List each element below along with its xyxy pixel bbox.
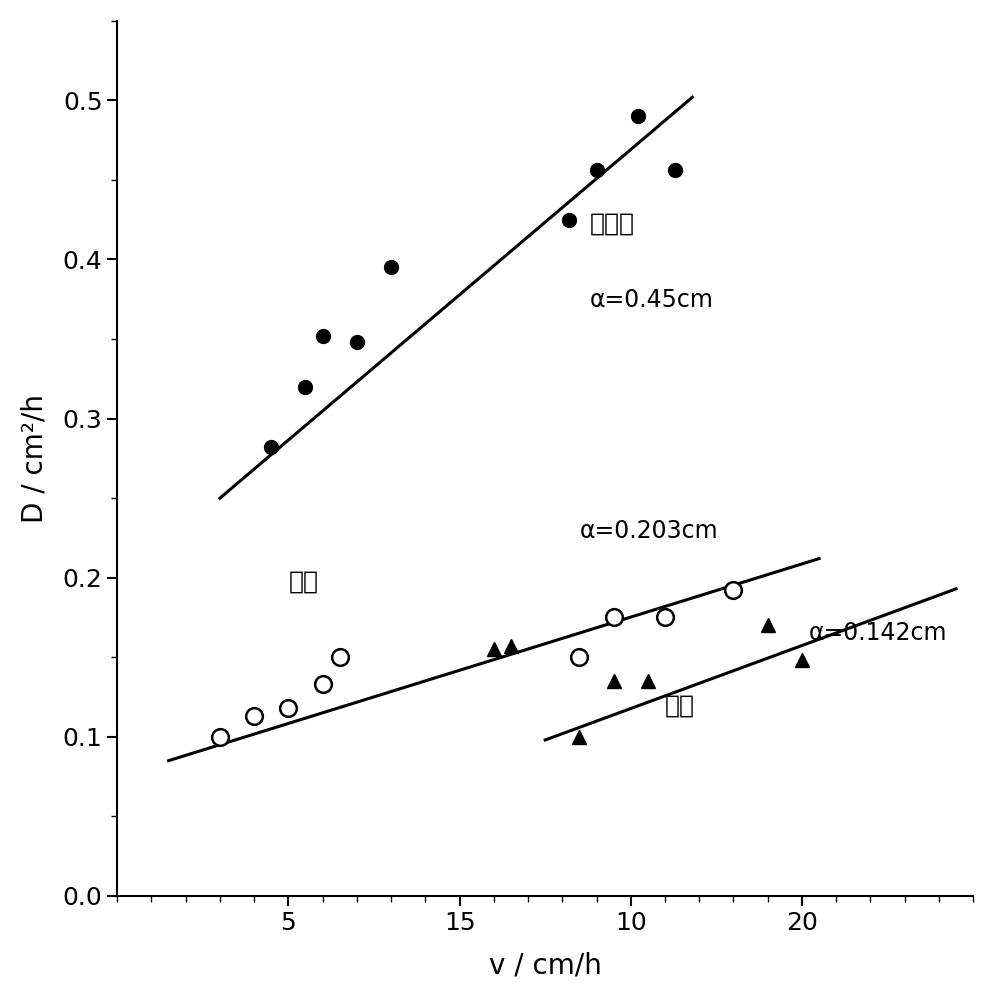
Text: 轻壤: 轻壤 xyxy=(288,570,318,594)
Text: α=0.45cm: α=0.45cm xyxy=(589,288,714,312)
Text: 粉沙壤: 粉沙壤 xyxy=(589,212,635,236)
Text: α=0.142cm: α=0.142cm xyxy=(809,621,947,645)
Text: α=0.203cm: α=0.203cm xyxy=(580,519,718,543)
Text: 粘土: 粘土 xyxy=(665,694,695,718)
X-axis label: v / cm/h: v / cm/h xyxy=(489,951,601,979)
Y-axis label: D / cm²/h: D / cm²/h xyxy=(21,394,49,523)
